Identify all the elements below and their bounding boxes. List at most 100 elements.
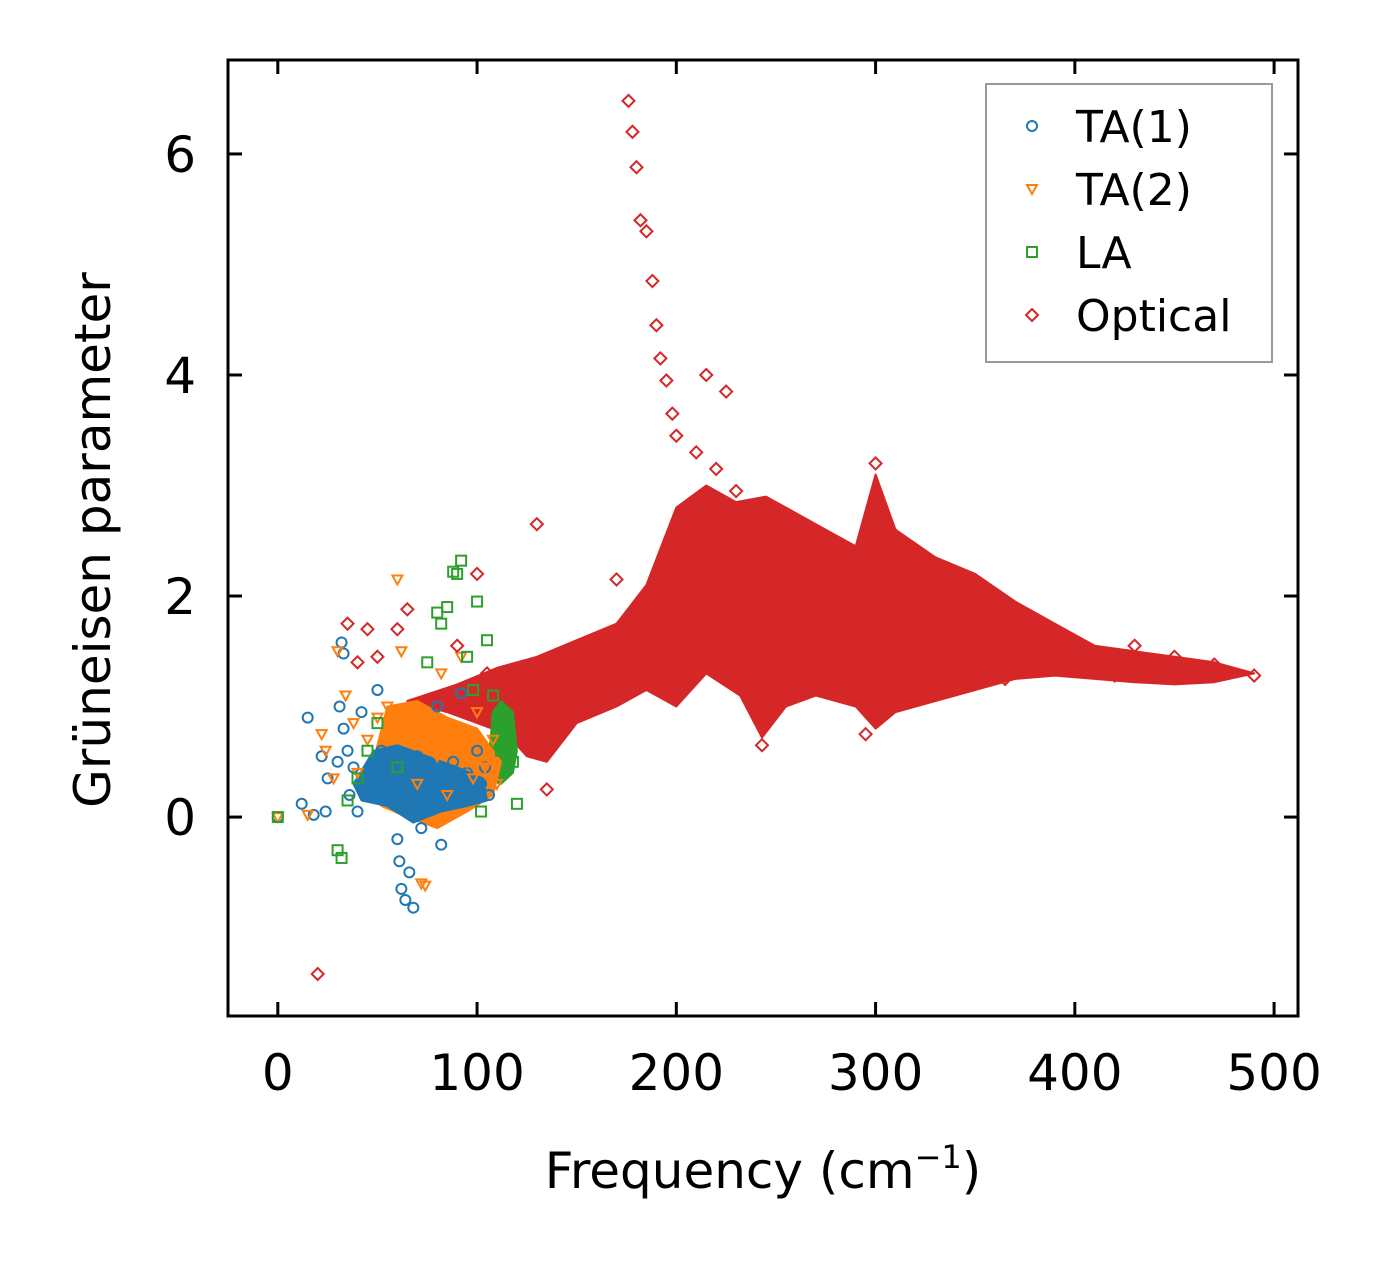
series-optical [310,93,1262,982]
legend-label: TA(2) [1075,165,1192,216]
data-point [411,750,424,763]
data-point [271,811,284,824]
data-point [475,777,488,790]
legend-label: LA [1076,228,1132,279]
scatter-density-bands [352,473,1256,830]
data-point [888,527,903,543]
data-point [569,665,585,681]
data-point [664,406,680,422]
series-layer [271,93,1262,982]
data-point [341,744,354,757]
data-point [380,701,395,714]
data-point [451,567,464,580]
data-point [1246,668,1262,684]
data-point [475,805,488,818]
data-point [319,805,332,818]
data-point [466,773,480,786]
data-point [633,212,648,228]
legend-entry: TA(1) [1026,102,1192,153]
y-tick-label: 0 [164,789,196,847]
data-point [434,668,448,681]
data-point [460,756,474,769]
data-point [435,617,448,630]
data-point [346,718,361,731]
data-point [828,599,844,615]
data-point [350,654,365,670]
data-point [430,751,444,764]
data-point [399,893,412,906]
data-point [403,866,416,879]
data-point [625,124,640,140]
tick-labels: 0 100 200 300 400 500 0 2 4 6 [164,126,1322,1102]
data-point [1206,657,1222,672]
data-point [401,777,414,790]
data-point [421,656,434,669]
data-point [469,566,485,582]
data-point [1027,643,1043,659]
data-point [698,367,714,383]
data-point [490,778,504,791]
data-point [318,745,333,758]
data-point [333,700,346,713]
data-point [461,650,474,663]
data-point [351,805,364,818]
data-point [629,159,644,175]
data-point [440,789,454,803]
x-tick-label: 500 [1226,1044,1321,1102]
data-point [331,755,344,768]
data-point [427,788,440,801]
data-point [394,646,409,659]
data-point [754,737,770,753]
data-point [431,606,444,619]
data-point [407,901,420,914]
data-point [414,878,428,891]
data-point [447,755,460,768]
data-point [471,595,484,608]
data-point [441,601,454,614]
data-point [639,223,654,239]
data-point [510,797,523,810]
data-point [450,723,464,736]
data-point [478,762,492,775]
data-point [415,822,428,835]
series-la [271,554,523,864]
legend-marker [1024,307,1040,323]
data-point [539,782,555,797]
legend-marker [1026,120,1038,132]
legend-entry: TA(2) [1025,165,1192,216]
data-point [621,93,636,109]
data-point [371,683,384,696]
legend-marker [1026,246,1038,258]
data-point [788,533,804,549]
data-point [748,516,764,532]
data-point [997,671,1013,687]
x-tick-label: 300 [828,1044,923,1102]
data-point [393,855,406,868]
data-point [391,833,404,846]
x-tick-label: 100 [429,1044,524,1102]
data-point [301,809,315,822]
data-point [481,634,494,647]
data-point [1067,660,1083,676]
data-point [315,750,328,763]
data-point [509,688,525,703]
data-point [486,734,500,747]
data-point [858,726,874,742]
data-point [301,711,314,724]
data-point [399,601,415,617]
data-point [337,722,350,735]
legend: TA(1) TA(2) LA Optical [985,83,1273,363]
data-point [668,428,684,444]
data-point [609,572,624,587]
data-point [728,483,744,499]
data-point [455,554,468,567]
data-point [490,717,503,730]
data-point [500,728,513,741]
axis-ticks [228,60,1298,1016]
data-point [947,577,963,593]
optical-dense-band [406,473,1256,763]
legend-entry: Optical [1024,291,1231,342]
legend-label: Optical [1076,291,1231,342]
y-tick-label: 6 [164,126,196,184]
